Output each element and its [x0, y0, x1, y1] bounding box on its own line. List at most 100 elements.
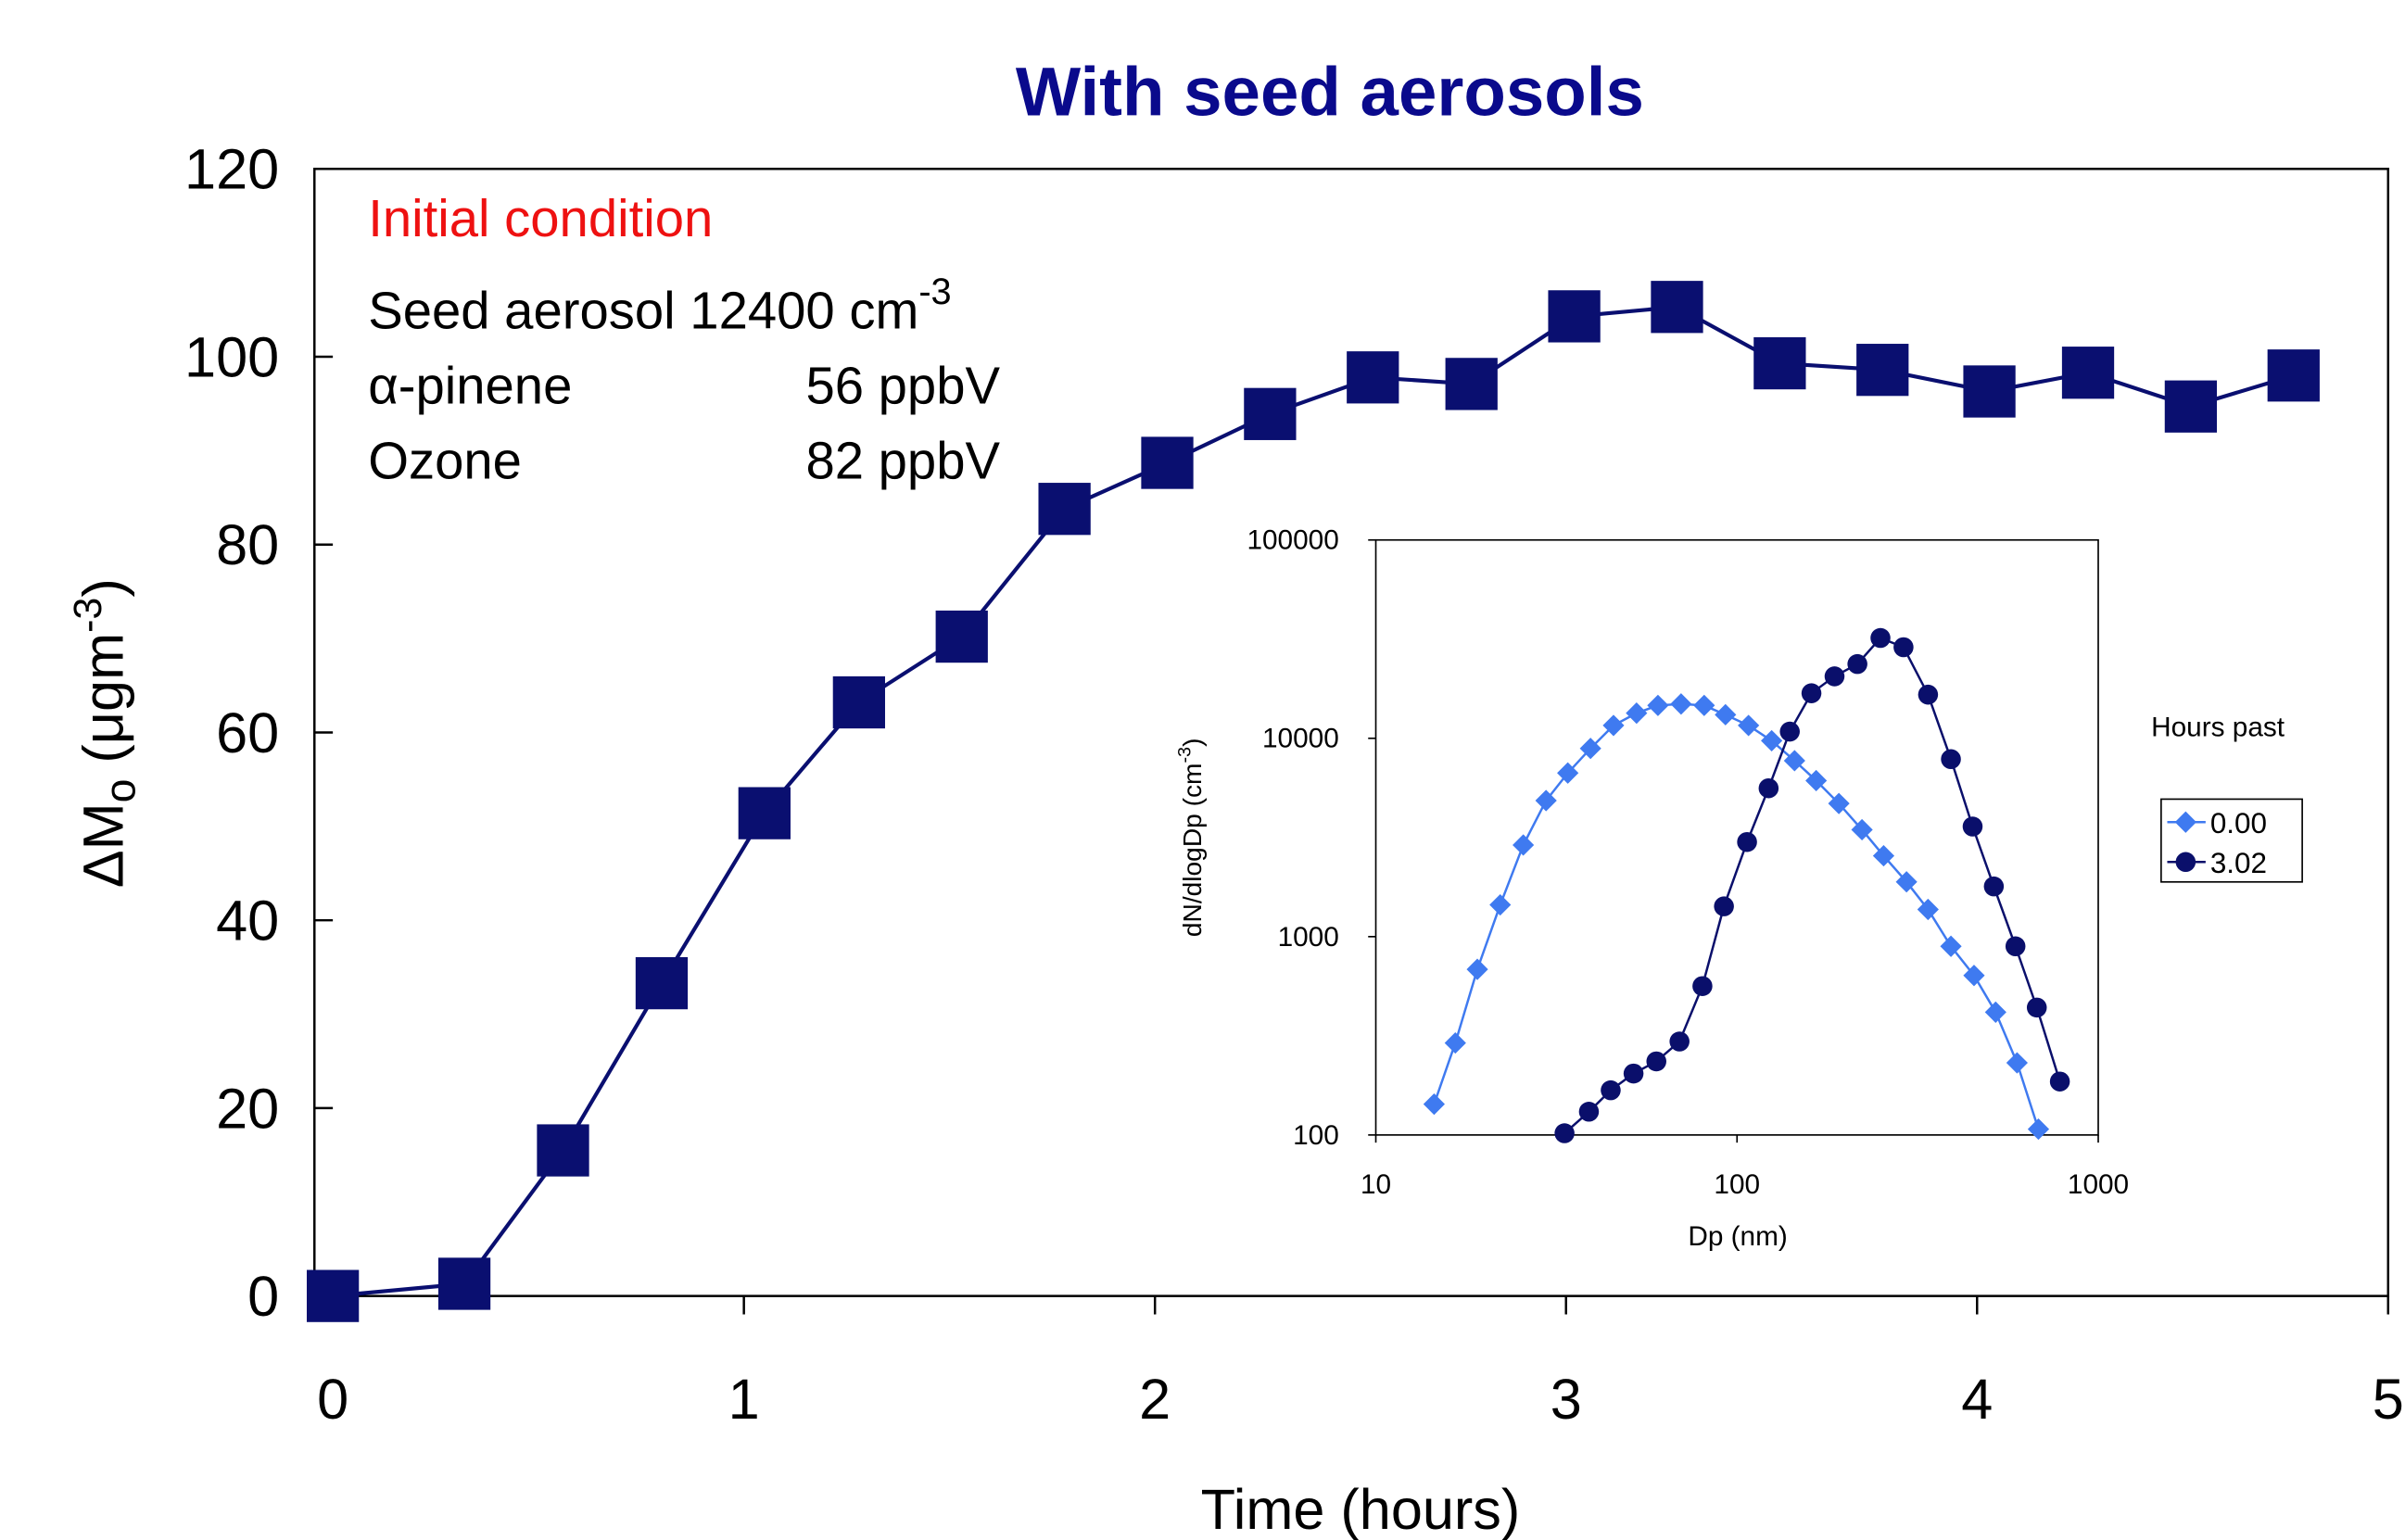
- x-tick-label: 4: [1961, 1368, 1993, 1431]
- data-point: [1647, 694, 1669, 716]
- data-point: [1940, 935, 1962, 957]
- x-tick-label: 3: [1551, 1368, 1582, 1431]
- inset-y-label-superscript: -3: [1174, 747, 1195, 764]
- annotation-value: 82 ppbV: [805, 432, 1000, 490]
- data-point: [1141, 436, 1194, 489]
- x-tick-label: 2: [1139, 1368, 1171, 1431]
- inset-y-tick-label: 1000: [1278, 922, 1339, 953]
- data-point: [738, 787, 791, 839]
- inset-y-label-part: dN/dlogDp (cm: [1178, 764, 1207, 938]
- inset-x-tick-label: 10: [1361, 1169, 1391, 1200]
- annotation-value: 56 ppbV: [805, 356, 1000, 414]
- data-point: [1847, 653, 1867, 675]
- data-point: [1714, 896, 1734, 916]
- data-point: [1646, 1051, 1666, 1072]
- y-tick-label: 120: [184, 138, 279, 201]
- data-point: [1737, 831, 1757, 852]
- y-label-part: ΔM: [71, 802, 134, 888]
- annotation-superscript: -3: [918, 271, 951, 312]
- inset-x-tick-label: 1000: [2068, 1169, 2129, 1200]
- data-point: [2026, 997, 2047, 1018]
- data-point: [1693, 694, 1715, 716]
- x-tick-label: 0: [317, 1368, 348, 1431]
- data-point: [1963, 965, 1985, 987]
- data-point: [2005, 936, 2026, 957]
- data-point: [1984, 1001, 2006, 1023]
- data-point: [635, 956, 689, 1010]
- data-point: [1602, 714, 1625, 737]
- data-point: [1651, 281, 1703, 334]
- data-point: [935, 610, 988, 663]
- legend-marker: [2175, 852, 2196, 873]
- inset-frame: [1374, 538, 2099, 1136]
- data-point: [1895, 871, 1918, 893]
- data-point: [1548, 290, 1601, 343]
- annotation-text: Seed aerosol 12400 cm: [368, 281, 918, 339]
- data-point: [1779, 721, 1800, 742]
- data-point: [1623, 1063, 1644, 1084]
- data-point: [1347, 351, 1399, 404]
- data-point: [306, 1269, 360, 1322]
- data-point: [537, 1124, 589, 1177]
- y-axis-label: ΔMo (μgm-3): [66, 578, 144, 888]
- data-point: [1805, 769, 1828, 792]
- data-point: [1244, 387, 1297, 440]
- data-point: [1893, 637, 1914, 658]
- data-point: [1753, 336, 1806, 390]
- inset-x-tick-label: 100: [1714, 1169, 1760, 1200]
- inset-y-label-part: ): [1178, 738, 1207, 747]
- data-point: [1444, 1032, 1466, 1054]
- data-point: [1941, 749, 1961, 770]
- y-label-part: ): [71, 578, 134, 597]
- y-label-superscript: -3: [66, 598, 110, 633]
- annotation-label: α-pinene: [368, 356, 572, 414]
- data-point: [1758, 777, 1779, 799]
- data-point: [1038, 483, 1091, 536]
- data-point: [1557, 762, 1579, 784]
- data-point: [1601, 1079, 1621, 1101]
- inset-y-tick-label: 100: [1293, 1120, 1339, 1151]
- data-point: [1578, 1102, 1600, 1122]
- data-point: [1445, 358, 1498, 410]
- data-point: [2049, 1071, 2070, 1092]
- legend-title: Hours past: [2151, 713, 2285, 743]
- legend-label: 3.02: [2210, 847, 2267, 879]
- data-point: [1962, 816, 1983, 837]
- data-point: [1554, 1123, 1575, 1143]
- data-point: [832, 675, 885, 729]
- data-point: [1872, 844, 1895, 867]
- inset-y-tick-label: 100000: [1247, 525, 1338, 556]
- y-tick-label: 100: [184, 325, 279, 388]
- y-label-subscript: o: [96, 779, 145, 803]
- data-point: [1579, 738, 1601, 760]
- y-label-part: (μgm: [71, 633, 134, 779]
- annotation-heading: Initial condition: [368, 189, 713, 247]
- inset-y-tick-label: 10000: [1262, 724, 1339, 754]
- legend-marker: [2174, 811, 2196, 833]
- legend-label: 0.00: [2210, 807, 2267, 839]
- chart-title: With seed aerosols: [1016, 53, 1644, 130]
- data-point: [2267, 349, 2320, 402]
- x-tick-label: 1: [728, 1368, 760, 1431]
- y-tick-label: 40: [216, 890, 279, 953]
- y-tick-label: 0: [247, 1265, 279, 1328]
- data-point: [1513, 834, 1535, 856]
- data-point: [1466, 958, 1488, 980]
- y-tick-label: 80: [216, 513, 279, 576]
- data-point: [1870, 627, 1891, 649]
- data-point: [1801, 683, 1822, 703]
- data-point: [1670, 693, 1692, 715]
- y-tick-label: 60: [216, 701, 279, 764]
- annotation-seed: Seed aerosol 12400 cm-3: [368, 271, 951, 339]
- data-line: [1433, 702, 2040, 1130]
- data-point: [1535, 789, 1557, 812]
- data-point: [1963, 365, 2016, 418]
- inset-x-axis-label: Dp (nm): [1688, 1221, 1788, 1252]
- x-tick-label: 5: [2373, 1368, 2404, 1431]
- y-tick-label: 20: [216, 1077, 279, 1140]
- inset-y-axis-label: dN/dlogDp (cm-3): [1174, 738, 1207, 938]
- data-point: [2061, 347, 2115, 399]
- data-point: [2164, 380, 2218, 433]
- data-point: [1856, 344, 1909, 397]
